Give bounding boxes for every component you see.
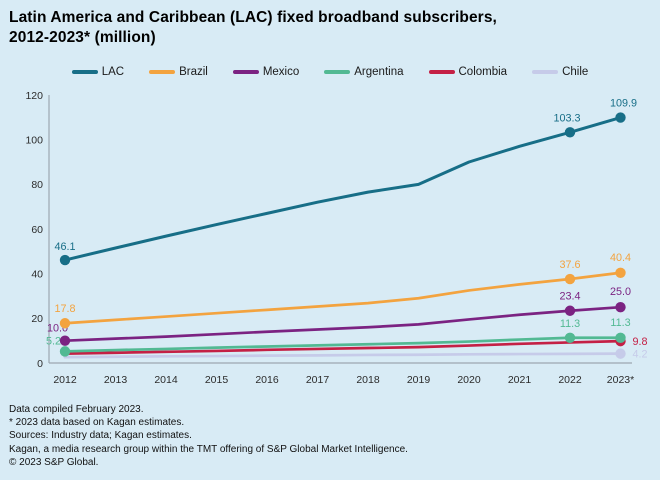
data-point-brazil-2012: [59, 318, 71, 329]
data-label-argentina-2022: 11.3: [560, 318, 580, 330]
legend-item-colombia: Colombia: [428, 66, 508, 78]
legend-item-brazil: Brazil: [149, 66, 208, 78]
legend-swatch-argentina: [324, 70, 351, 74]
legend: LAC Brazil Mexico Argentina Colombia Chile: [0, 66, 660, 78]
x-tick-label-2020: 2020: [457, 374, 481, 386]
data-label-lac-2022: 103.3: [553, 112, 580, 124]
data-label-argentina-2023: 11.3: [610, 317, 630, 329]
data-point-brazil-2022: [564, 273, 576, 285]
y-tick-label-120: 120: [25, 90, 43, 102]
legend-item-lac: LAC: [71, 66, 125, 78]
footnote-sources: Sources: Industry data; Kagan estimates.: [9, 430, 192, 442]
legend-item-mexico: Mexico: [232, 66, 300, 78]
chart-title: Latin America and Caribbean (LAC) fixed …: [9, 8, 497, 48]
legend-swatch-brazil: [149, 70, 176, 74]
data-label-mexico-2022: 23.4: [559, 291, 580, 303]
legend-label-brazil: Brazil: [179, 66, 208, 78]
data-point-mexico-2023: [615, 301, 626, 313]
legend-swatch-mexico: [232, 70, 259, 74]
legend-item-chile: Chile: [532, 66, 588, 78]
series-line-colombia: [63, 339, 622, 355]
data-point-argentina-2023: [615, 332, 626, 343]
legend-label-colombia: Colombia: [458, 66, 508, 78]
y-tick-label-40: 40: [31, 268, 43, 280]
data-label-mexico-2023: 25.0: [610, 286, 631, 298]
series-line-chile: [63, 352, 622, 359]
x-tick-label-2014: 2014: [154, 374, 178, 386]
x-tick-label-2013: 2013: [104, 374, 128, 386]
series-line-lac: [63, 116, 622, 262]
data-point-mexico-2022: [564, 305, 576, 316]
data-label-chile-2023: 4.2: [633, 349, 648, 361]
x-tick-label-2019: 2019: [407, 374, 431, 386]
data-label-brazil-2022: 37.6: [559, 259, 580, 271]
line-chart: 0 20 40 60 80 100 120 2012 2013 2014 2015 2016 2017 2…: [25, 90, 648, 386]
x-tick-label-2023: 2023*: [607, 374, 634, 386]
legend-swatch-colombia: [428, 70, 455, 74]
x-tick-label-2017: 2017: [306, 374, 330, 386]
x-tick-label-2018: 2018: [356, 374, 380, 386]
data-point-brazil-2023: [615, 267, 626, 278]
data-point-argentina-2022: [564, 332, 576, 343]
data-point-mexico-2012: [59, 335, 71, 346]
data-label-brazil-2023: 40.4: [610, 252, 631, 264]
y-tick-label-100: 100: [25, 134, 43, 146]
data-label-brazil-2012: 17.8: [54, 303, 75, 315]
data-point-argentina-2012: [59, 346, 71, 357]
data-label-lac-2023: 109.9: [610, 98, 637, 110]
series-line-brazil: [63, 271, 622, 325]
y-tick-label-80: 80: [31, 179, 43, 191]
footnote-copyright: © 2023 S&P Global.: [9, 456, 99, 468]
chart-title-line2: 2012-2023* (million): [9, 29, 156, 46]
legend-label-chile: Chile: [562, 66, 589, 78]
legend-label-argentina: Argentina: [354, 66, 404, 78]
legend-swatch-chile: [532, 70, 559, 74]
data-label-colombia-2023: 9.8: [633, 336, 648, 348]
data-point-lac-2023: [615, 112, 626, 123]
legend-label-lac: LAC: [101, 66, 125, 78]
series-line-argentina: [63, 336, 622, 353]
y-tick-label-60: 60: [31, 224, 43, 236]
data-point-lac-2022: [564, 127, 576, 138]
footnotes: Data compiled February 2023. * 2023 data…: [9, 403, 408, 469]
data-label-lac-2012: 46.1: [54, 241, 75, 253]
x-tick-label-2015: 2015: [205, 374, 229, 386]
data-point-lac-2012: [59, 254, 71, 266]
x-tick-label-2016: 2016: [255, 374, 279, 386]
x-tick-label-2022: 2022: [558, 374, 582, 386]
data-point-chile-2023: [615, 348, 626, 359]
legend-item-argentina: Argentina: [324, 66, 404, 78]
x-tick-label-2012: 2012: [53, 374, 77, 386]
legend-label-mexico: Mexico: [262, 66, 300, 78]
data-label-argentina-2012: 5.2: [46, 335, 61, 347]
y-tick-label-0: 0: [37, 358, 43, 370]
series-line-mexico: [63, 305, 622, 343]
footnote-estimate: * 2023 data based on Kagan estimates.: [9, 417, 185, 429]
chart-title-line1: Latin America and Caribbean (LAC) fixed …: [9, 9, 497, 26]
footnote-kagan: Kagan, a media research group within the…: [9, 443, 408, 455]
x-tick-label-2021: 2021: [508, 374, 532, 386]
y-tick-label-20: 20: [31, 313, 43, 325]
footnote-compiled: Data compiled February 2023.: [9, 404, 144, 415]
legend-swatch-lac: [71, 70, 98, 74]
